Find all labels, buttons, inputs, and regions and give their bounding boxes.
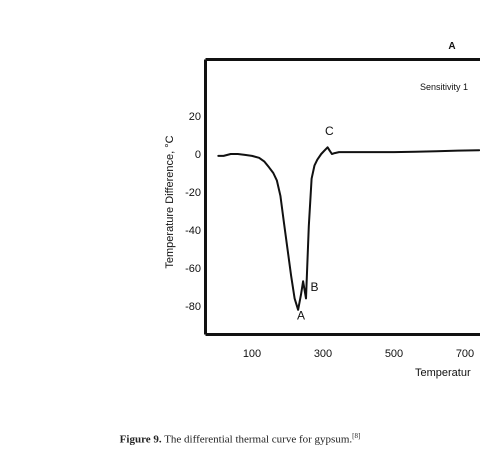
dta-curve-line [217, 146, 480, 311]
caption-figure-number: Figure 9. [119, 433, 162, 446]
x-tick-label: 500 [385, 348, 403, 360]
y-tick-label: -40 [185, 225, 201, 237]
point-labels: AB C [297, 124, 334, 322]
figure-caption: Figure 9. The differential thermal curve… [0, 432, 480, 446]
y-tick-label: 20 [189, 111, 201, 123]
y-tick-label: -60 [185, 263, 201, 275]
y-tick-label: 0 [195, 149, 201, 161]
sensitivity-annotation: Sensitivity 1 [420, 82, 468, 92]
point-label-a: A [297, 308, 305, 322]
caption-reference: [8] [352, 432, 361, 440]
x-tick-label: 300 [314, 348, 332, 360]
y-tick-label: -20 [185, 187, 201, 199]
x-axis-label: Temperatur [415, 367, 471, 379]
x-tick-labels: 100 300 500 700 [243, 348, 474, 360]
y-tick-labels: 20 0 -20 -40 -60 -80 [185, 111, 201, 313]
y-axis-label: Temperature Difference, °C [164, 135, 176, 268]
panel-label: A [448, 41, 455, 52]
point-label-b: B [310, 280, 318, 294]
caption-text: The differential thermal curve for gypsu… [161, 433, 353, 446]
x-tick-label: 100 [243, 348, 261, 360]
y-tick-label: -80 [185, 301, 201, 313]
x-tick-label: 700 [456, 348, 474, 360]
point-label-c: C [325, 124, 334, 138]
